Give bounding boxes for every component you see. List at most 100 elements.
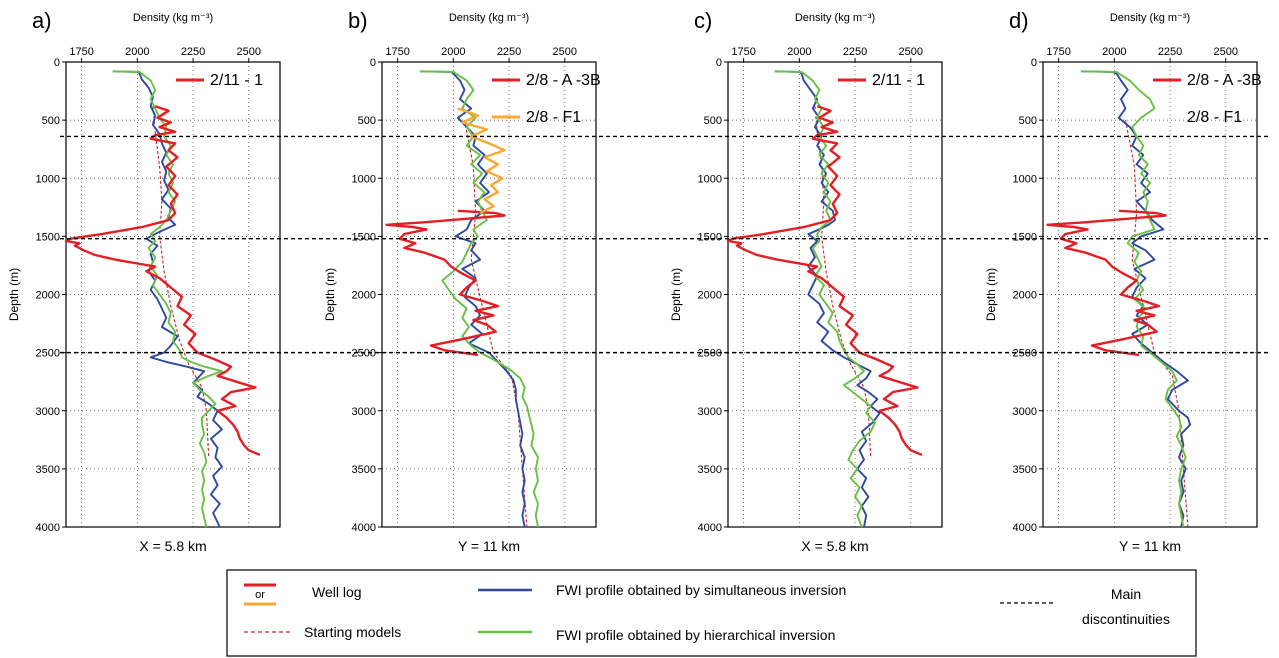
y-tick-label: 500 (1019, 115, 1037, 127)
y-tick-label: 2000 (36, 290, 60, 302)
legend-box (226, 569, 1197, 657)
y-tick-label: 500 (704, 115, 722, 127)
panel-letter: a) (32, 8, 52, 33)
legend-or: or (255, 589, 265, 601)
legend-simul: FWI profile obtained by simultaneous inv… (556, 582, 846, 598)
y-tick-label: 3000 (36, 406, 60, 418)
well-label: 2/8 - A -3B (1187, 72, 1262, 89)
well-label: 2/8 - F1 (1187, 109, 1242, 126)
y-tick-label: 0 (716, 57, 722, 69)
plot-frame (65, 61, 281, 528)
y-tick-label: 1000 (352, 173, 376, 185)
y-tick-label: 4000 (36, 522, 60, 534)
well-log-line (64, 105, 261, 457)
well-log-line (457, 107, 506, 215)
x-tick-label: 2000 (1102, 46, 1126, 58)
fwi-hierarchical-line (774, 70, 877, 528)
y-tick-label: 2500 (352, 348, 376, 360)
y-tick-label: 2500 (36, 348, 60, 360)
y-tick-label: 2000 (1013, 290, 1037, 302)
x-tick-label: 2000 (787, 46, 811, 58)
y-tick-label: 3500 (1013, 464, 1037, 476)
fwi-simultaneous-line (1080, 70, 1192, 528)
y-tick-label: 500 (358, 115, 376, 127)
plot-frame (1042, 61, 1258, 528)
y-axis-label: Depth (m) (323, 268, 337, 321)
x-tick-label: 2500 (1214, 46, 1238, 58)
y-tick-label: 4000 (698, 522, 722, 534)
x-axis-title: Density (kg m⁻³) (133, 12, 213, 24)
y-tick-label: 2000 (352, 290, 376, 302)
well-label: 2/8 - F1 (526, 109, 581, 126)
panel-letter: d) (1009, 8, 1029, 33)
y-tick-label: 1500 (698, 231, 722, 243)
x-tick-label: 1750 (385, 46, 409, 58)
y-tick-label: 3500 (698, 464, 722, 476)
y-tick-label: 1000 (36, 173, 60, 185)
y-tick-label: 0 (1031, 57, 1037, 69)
y-tick-label: 2000 (698, 290, 722, 302)
x-axis-title: Density (kg m⁻³) (795, 12, 875, 24)
y-tick-label: 4000 (352, 522, 376, 534)
panel-caption: Y = 11 km (1119, 538, 1181, 554)
y-tick-label: 1500 (352, 231, 376, 243)
well-label: 2/8 - A -3B (526, 72, 601, 89)
x-tick-label: 2500 (899, 46, 923, 58)
legend-hier: FWI profile obtained by hierarchical inv… (556, 627, 835, 643)
y-tick-label: 3000 (352, 406, 376, 418)
fwi-simultaneous-line (774, 70, 881, 528)
x-tick-label: 2250 (181, 46, 205, 58)
y-tick-label: 1500 (1013, 231, 1037, 243)
charts: 1750 2000 2250 2500 0 500 1000 1500 2000 2500 3000… (7, 8, 1262, 554)
chart-panel-1: 1750 2000 2250 2500 0 500 1000 1500 2000 2500 3000… (323, 8, 601, 554)
x-tick-label: 1750 (731, 46, 755, 58)
chart-panel-2: 1750 2000 2250 2500 0 500 1000 1500 2000 2500 3000… (669, 8, 943, 554)
panel-letter: c) (694, 8, 712, 33)
y-tick-label: 0 (54, 57, 60, 69)
x-tick-label: 2000 (125, 46, 149, 58)
y-tick-label: 500 (42, 115, 60, 127)
x-tick-label: 2250 (1158, 46, 1182, 58)
x-tick-label: 1750 (69, 46, 93, 58)
starting-model-line (463, 119, 528, 528)
y-tick-label: 1000 (698, 173, 722, 185)
x-tick-label: 2000 (441, 46, 465, 58)
y-axis-label: Depth (m) (7, 268, 21, 321)
legend-discontinuities: discontinuities (1082, 611, 1170, 627)
panel-caption: Y = 11 km (458, 538, 520, 554)
panel-caption: X = 5.8 km (139, 538, 206, 554)
x-tick-label: 2500 (237, 46, 261, 58)
plot-frame (727, 61, 943, 528)
x-tick-label: 2500 (553, 46, 577, 58)
well-log-line (385, 209, 506, 357)
x-axis-title: Density (kg m⁻³) (449, 12, 529, 24)
plot-frame (381, 61, 597, 528)
legend-well-log: Well log (312, 584, 362, 600)
y-tick-label: 3000 (1013, 406, 1037, 418)
y-tick-label: 4000 (1013, 522, 1037, 534)
y-axis-label: Depth (m) (984, 268, 998, 321)
y-axis-label: Depth (m) (669, 268, 683, 321)
legend-starting: Starting models (304, 624, 401, 640)
fwi-hierarchical-line (419, 70, 539, 528)
well-log-line (726, 105, 923, 457)
x-tick-label: 2250 (843, 46, 867, 58)
fwi-hierarchical-line (112, 70, 223, 528)
x-tick-label: 1750 (1046, 46, 1070, 58)
starting-model-line (152, 106, 210, 458)
y-tick-label: 3000 (698, 406, 722, 418)
y-tick-label: 2500 (1013, 348, 1037, 360)
x-tick-label: 2250 (497, 46, 521, 58)
legend-main: Main (1111, 586, 1141, 602)
y-tick-label: 1000 (1013, 173, 1037, 185)
y-tick-label: 3500 (352, 464, 376, 476)
chart-panel-3: 1750 2000 2250 2500 0 500 1000 1500 2000 2500 3000… (984, 8, 1262, 554)
well-log-line (1046, 209, 1167, 357)
y-tick-label: 3500 (36, 464, 60, 476)
y-tick-label: 2500 (698, 348, 722, 360)
panel-caption: X = 5.8 km (801, 538, 868, 554)
legend: or Well log Starting models FWI profile … (226, 569, 1197, 657)
main-discontinuities (60, 135, 1268, 354)
well-label: 2/11 - 1 (210, 72, 263, 89)
panel-letter: b) (348, 8, 368, 33)
